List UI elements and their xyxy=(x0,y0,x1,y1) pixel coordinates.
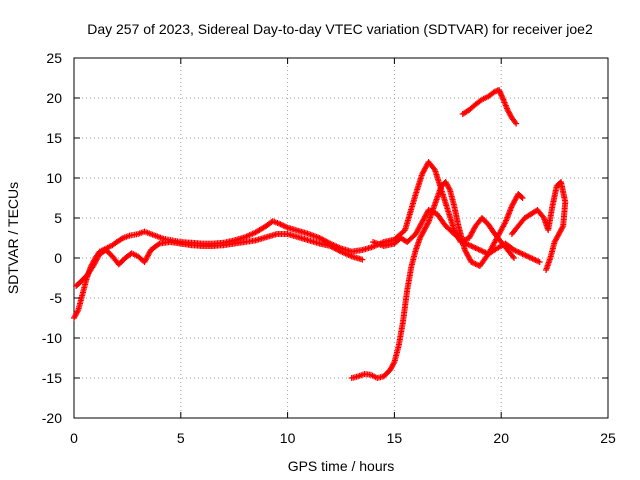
x-tick-label: 20 xyxy=(493,430,509,446)
data-point xyxy=(536,259,543,265)
x-tick-label: 0 xyxy=(70,430,78,446)
y-axis-label: SDTVAR / TECUs xyxy=(5,182,21,294)
y-tick-label: 15 xyxy=(46,130,62,146)
y-tick-label: 25 xyxy=(46,50,62,66)
x-tick-label: 15 xyxy=(387,430,403,446)
data-point xyxy=(543,267,550,273)
y-tick-label: 20 xyxy=(46,90,62,106)
data-point xyxy=(518,194,525,200)
data-point xyxy=(499,93,506,100)
plot-frame xyxy=(73,57,609,419)
y-tick-label: 10 xyxy=(46,170,62,186)
y-tick-label: 0 xyxy=(54,250,62,266)
data-point xyxy=(511,255,518,261)
data-point xyxy=(390,360,397,367)
x-axis-label: GPS time / hours xyxy=(288,458,395,474)
y-tick-label: -15 xyxy=(42,370,62,386)
data-point xyxy=(497,89,504,96)
data-point xyxy=(496,87,503,93)
y-tick-label: 5 xyxy=(54,210,62,226)
data-point xyxy=(446,185,453,192)
x-tick-label: 5 xyxy=(177,430,185,446)
chart-title: Day 257 of 2023, Sidereal Day-to-day VTE… xyxy=(87,21,593,37)
y-tick-label: -10 xyxy=(42,330,62,346)
data-point xyxy=(424,220,431,227)
data-point xyxy=(496,88,503,95)
data-point xyxy=(498,92,505,99)
data-series xyxy=(71,87,569,381)
series-track-lower-branch xyxy=(73,231,366,289)
y-tick-label: -5 xyxy=(50,290,63,306)
axis-ticks: 0 5 10 15 20 25 -20 -15 -10 -5 0 5 10 15 20 25 xyxy=(42,50,616,446)
series-track-dip-rise xyxy=(348,179,526,381)
x-tick-label: 10 xyxy=(280,430,296,446)
series-track-late xyxy=(508,179,569,273)
data-point xyxy=(497,91,504,98)
x-tick-label: 25 xyxy=(600,430,616,446)
series-track-high-arc xyxy=(459,87,520,127)
data-point xyxy=(509,253,516,260)
y-tick-label: -20 xyxy=(42,410,62,426)
data-point xyxy=(155,241,162,248)
data-point xyxy=(359,256,366,263)
data-point xyxy=(552,237,559,244)
data-point xyxy=(74,308,81,315)
data-point xyxy=(519,195,526,201)
data-point xyxy=(499,95,506,102)
data-point xyxy=(336,247,343,254)
data-point xyxy=(513,120,520,127)
